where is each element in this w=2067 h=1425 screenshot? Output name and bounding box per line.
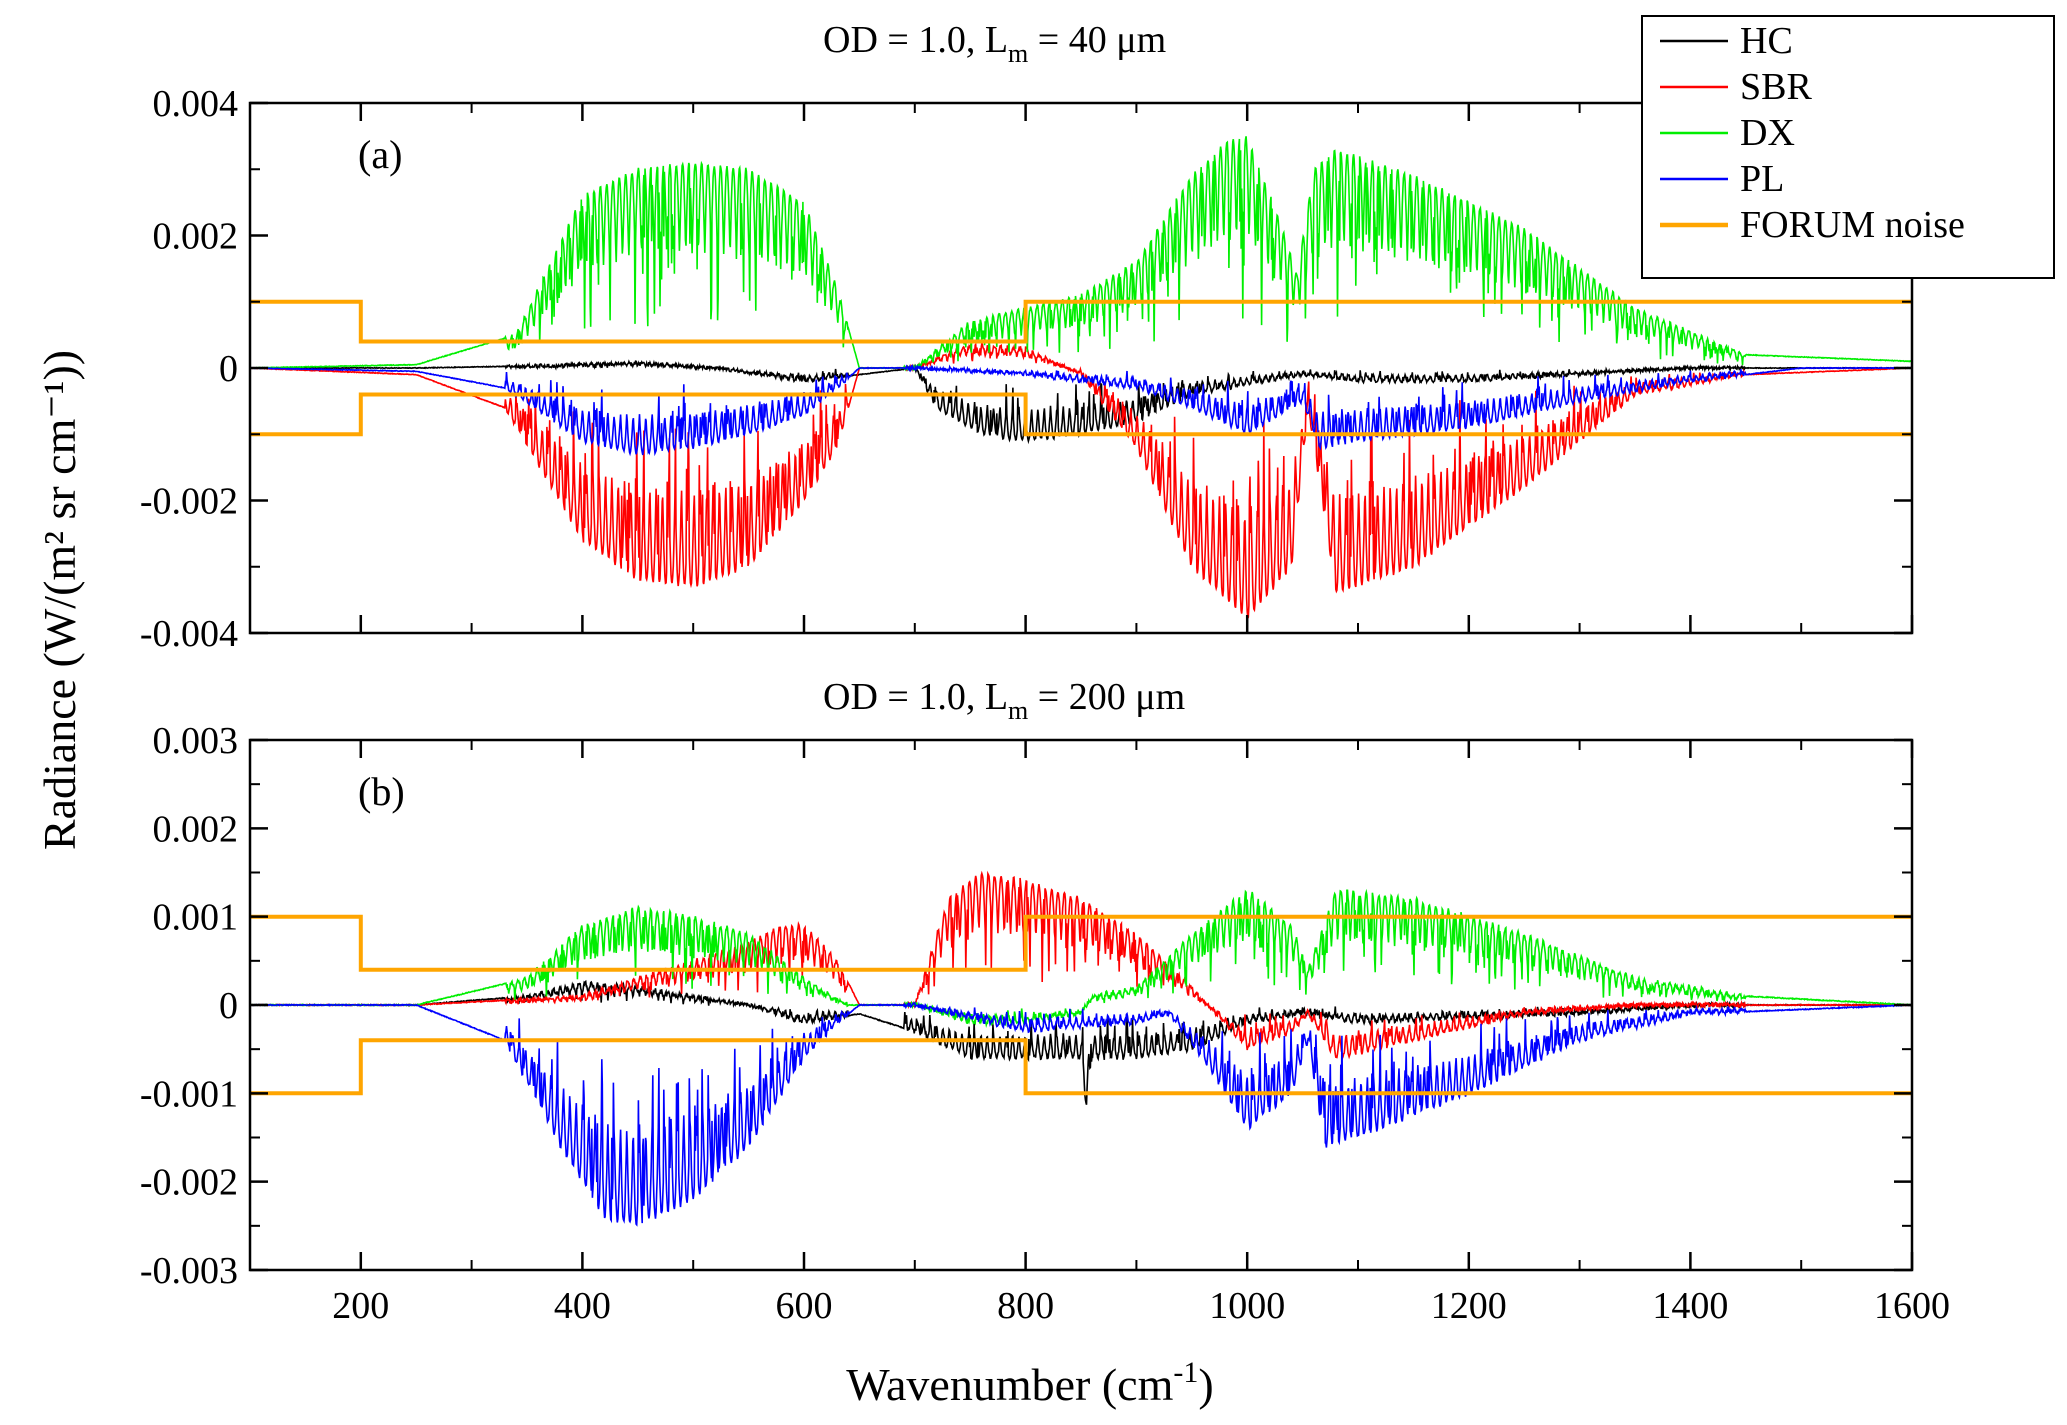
panel-b-label: (b) <box>358 769 405 814</box>
panel-a-title: OD = 1.0, Lm = 40 μm <box>823 19 1166 68</box>
panel-a-ytick-label: 0 <box>219 348 238 390</box>
panel-b-ytick-label: -0.002 <box>140 1162 238 1204</box>
panel-a-label: (a) <box>358 132 402 177</box>
panel-b-series-dx <box>250 888 1912 1029</box>
panel-b-xtick-label: 800 <box>997 1285 1054 1327</box>
panel-a-ytick-label: -0.002 <box>140 481 238 523</box>
x-axis-label-text: Wavenumber (cm <box>846 1359 1173 1410</box>
panel-b-series-sbr <box>250 870 1912 1062</box>
panel-a-title-sub: m <box>1008 39 1028 68</box>
panel-b-series-forum-noise-lower <box>250 1038 1912 1096</box>
legend-label: HC <box>1740 20 1793 62</box>
x-axis-label: Wavenumber (cm-1) <box>846 1356 1213 1410</box>
x-axis-label-tail: ) <box>1198 1359 1213 1410</box>
panel-a-series-sbr <box>250 341 1912 622</box>
panel-a-series-forum-noise-lower <box>250 392 1912 437</box>
panel-a-ytick-label: 0.002 <box>153 216 239 258</box>
panel-b-ytick-label: 0.001 <box>153 897 239 939</box>
panel-b-xtick-label: 1000 <box>1209 1285 1285 1327</box>
panel-b-xtick-label: 400 <box>554 1285 611 1327</box>
panel-a-ytick-label: -0.004 <box>140 613 238 655</box>
panel-b-ytick-label: 0.002 <box>153 808 239 850</box>
legend-label: FORUM noise <box>1740 204 1965 246</box>
legend-box <box>1641 15 2055 279</box>
panel-b-xtick-label: 200 <box>332 1285 389 1327</box>
panel-b-xtick-label: 1600 <box>1874 1285 1950 1327</box>
legend-label: DX <box>1740 112 1795 154</box>
panel-b-plot-area <box>250 870 1912 1227</box>
panel-b-xtick-label: 1400 <box>1652 1285 1728 1327</box>
panel-b-title-prefix: OD = 1.0, L <box>823 676 1008 718</box>
panel-a-series-forum-noise-upper <box>250 299 1912 344</box>
panel-b-xtick-label: 1200 <box>1431 1285 1507 1327</box>
panel-a-title-prefix: OD = 1.0, L <box>823 19 1008 61</box>
panel-b-series-pl <box>250 1000 1912 1227</box>
legend-label: PL <box>1740 158 1784 200</box>
panel-b-title-sub: m <box>1008 696 1028 725</box>
panel-a-series-dx <box>250 136 1912 372</box>
panel-b-ytick-label: -0.001 <box>140 1073 238 1115</box>
panel-a-plot-area <box>250 136 1912 622</box>
panel-a-series-hc <box>250 359 1912 445</box>
panel-a-series-pl <box>250 364 1912 457</box>
panel-b-ytick-label: 0 <box>219 985 238 1027</box>
x-axis-label-sup: -1 <box>1173 1356 1198 1389</box>
panel-b-xtick-label: 600 <box>776 1285 833 1327</box>
panel-b-ytick-label: -0.003 <box>140 1250 238 1292</box>
panel-b-series-hc <box>250 979 1912 1105</box>
panel-a-ytick-label: 0.004 <box>153 83 239 125</box>
legend-label: SBR <box>1740 66 1812 108</box>
panel-a-title-suffix: = 40 μm <box>1028 19 1166 61</box>
y-axis-label: Radiance (W/(m² sr cm⁻¹)) <box>34 350 85 850</box>
panel-b-title-suffix: = 200 μm <box>1028 676 1185 718</box>
panel-b: -0.003 -0.002 -0.001 0 0.001 0.002 0.003 200 400… <box>140 720 1950 1327</box>
panel-b-ytick-label: 0.003 <box>153 720 239 762</box>
panel-b-title: OD = 1.0, Lm = 200 μm <box>823 676 1185 725</box>
panel-b-series-forum-noise-upper <box>250 914 1912 972</box>
